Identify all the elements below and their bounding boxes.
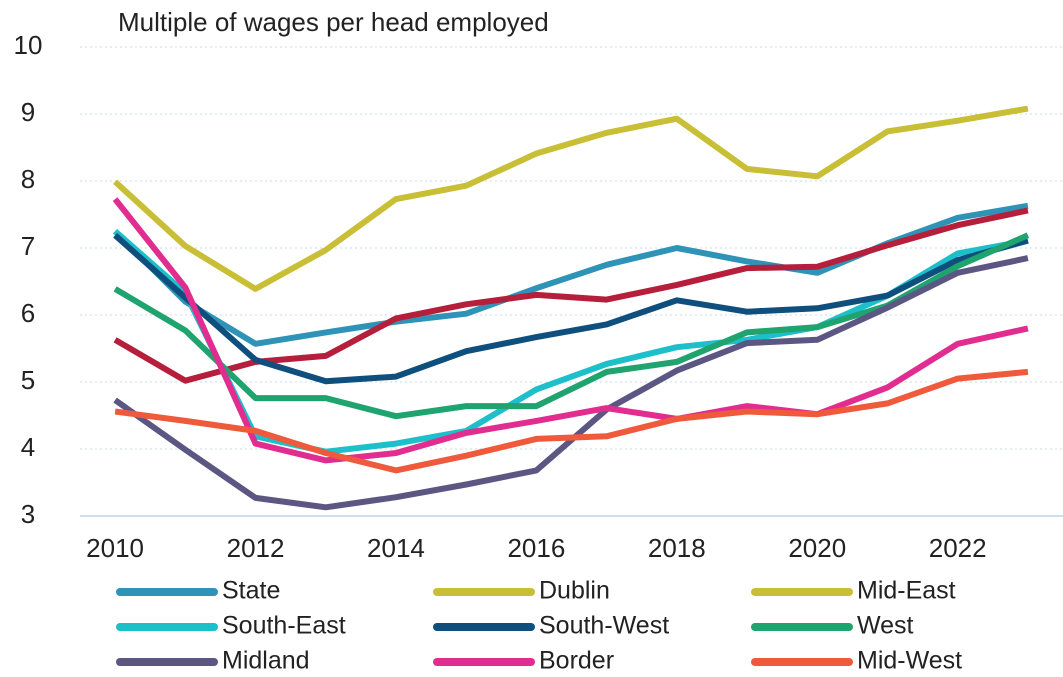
x-tick-label: 2010 — [86, 533, 144, 563]
series-line — [112, 202, 1029, 347]
legend-label: South-West — [539, 612, 669, 640]
y-tick-label: 6 — [21, 298, 35, 328]
legend-label: State — [222, 577, 280, 605]
legend-label: South-East — [222, 612, 346, 640]
y-tick-label: 10 — [14, 30, 43, 60]
y-tick-label: 4 — [21, 432, 35, 462]
x-tick-label: 2018 — [648, 533, 706, 563]
y-tick-label: 8 — [21, 164, 35, 194]
x-tick-label: 2014 — [367, 533, 425, 563]
series-line — [112, 197, 1029, 464]
x-tick-label: 2022 — [929, 533, 987, 563]
series-line — [113, 105, 1029, 292]
series-line — [114, 368, 1029, 474]
y-tick-label: 3 — [21, 499, 35, 529]
x-tick-label: 2016 — [507, 533, 565, 563]
legend-label: Mid-West — [857, 647, 962, 675]
y-tick-label: 7 — [21, 231, 35, 261]
legend-label: West — [857, 612, 914, 640]
x-tick-label: 2020 — [788, 533, 846, 563]
series-line — [113, 232, 1030, 420]
y-tick-label: 9 — [21, 97, 35, 127]
legend-label: Mid-East — [857, 577, 956, 605]
chart-title: Multiple of wages per head employed — [118, 7, 549, 37]
legend-label: Border — [539, 647, 614, 675]
series-line — [113, 233, 1029, 385]
x-tick-label: 2012 — [227, 533, 285, 563]
y-tick-label: 5 — [21, 365, 35, 395]
legend-label: Dublin — [539, 577, 610, 605]
legend-label: Midland — [222, 647, 310, 675]
series-line — [113, 229, 1029, 455]
